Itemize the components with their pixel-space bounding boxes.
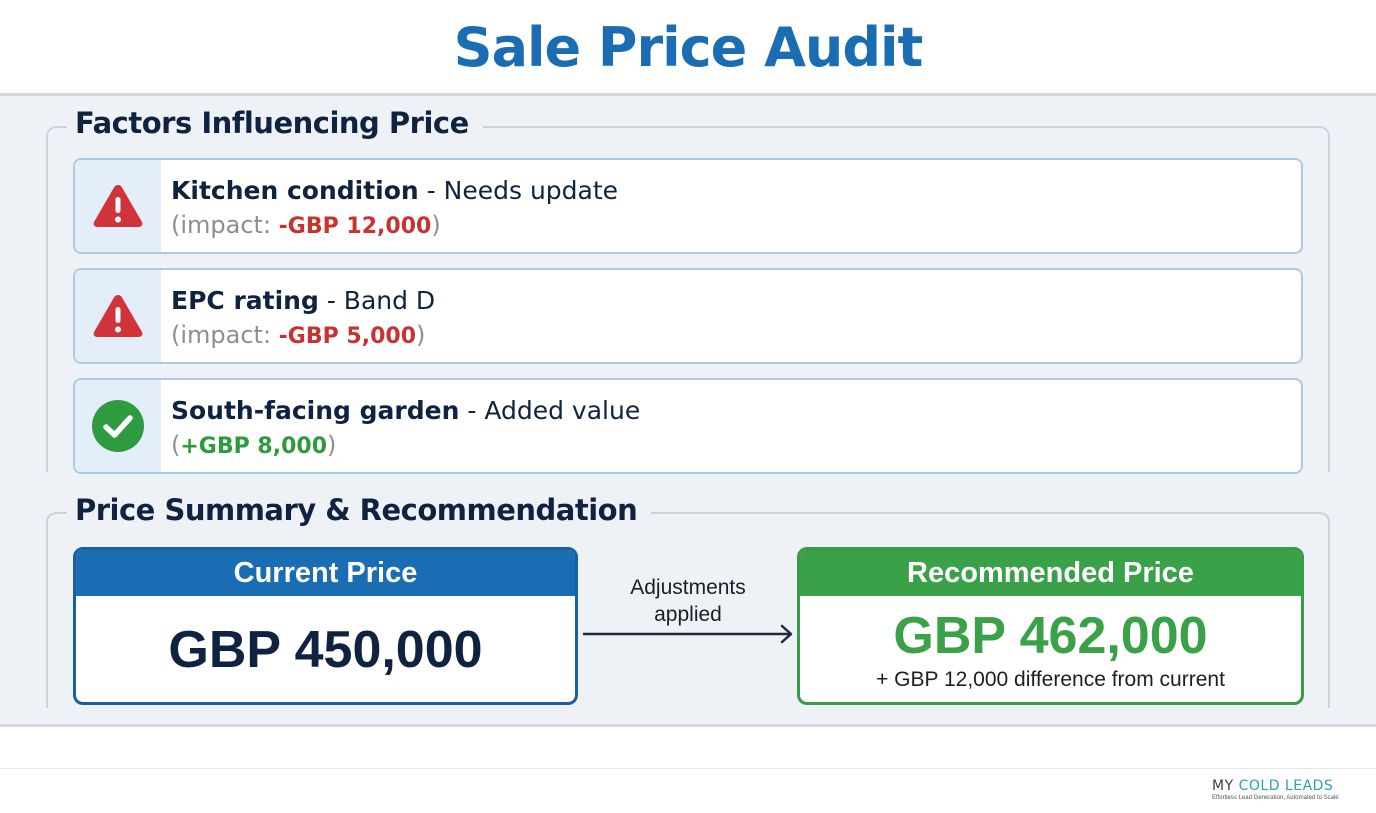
factor-title: Kitchen condition - Needs update [171,174,618,208]
factor-title: South-facing garden - Added value [171,394,640,428]
separator: - [459,396,485,425]
check-circle-icon [92,400,144,452]
adjustments-label-line1: Adjustments [630,576,746,599]
impact-suffix: ) [327,431,337,459]
factor-name: South-facing garden [171,396,460,425]
factors-group [46,126,1330,472]
factor-impact: (impact: -GBP 5,000) [171,318,435,354]
factor-title: EPC rating - Band D [171,284,435,318]
impact-prefix: (impact: [171,321,279,349]
factor-row-kitchen: Kitchen condition - Needs update (impact… [73,158,1303,254]
factor-name: EPC rating [171,286,319,315]
recommended-price-value: GBP 462,000 [893,607,1208,665]
brand-logo: MY COLD LEADS Effortless Lead Generation… [1212,778,1344,802]
recommended-price-label: Recommended Price [800,550,1301,596]
adjustments-label: Adjustments applied [608,574,768,628]
recommended-price-card: Recommended Price GBP 462,000 + GBP 12,0… [797,547,1304,705]
impact-amount: -GBP 12,000 [278,214,432,239]
footer-divider [0,768,1376,769]
adjustments-label-line2: applied [654,603,722,626]
current-price-value: GBP 450,000 [168,621,483,679]
factor-detail: Added value [484,396,641,425]
logo-cold-leads: COLD LEADS [1238,778,1334,794]
impact-prefix: (impact: [171,211,279,239]
logo-wordmark: MY COLD LEADS [1212,778,1344,794]
impact-amount: +GBP 8,000 [180,434,328,459]
impact-amount: -GBP 5,000 [278,324,416,349]
warning-icon [93,185,143,227]
factor-impact: (impact: -GBP 12,000) [171,208,618,244]
logo-my: MY [1212,778,1239,794]
logo-tagline: Effortless Lead Generation, Automated to… [1212,795,1339,801]
arrow-right-icon [583,624,793,644]
factor-name: Kitchen condition [171,176,419,205]
separator: - [318,286,344,315]
current-price-label: Current Price [76,550,575,596]
header: Sale Price Audit [0,0,1376,93]
factor-icon-cell [75,380,161,472]
impact-suffix: ) [416,321,426,349]
factor-row-garden: South-facing garden - Added value (+GBP … [73,378,1303,474]
factor-icon-cell [75,270,161,362]
impact-prefix: ( [171,431,181,459]
factor-detail: Needs update [443,176,619,205]
price-difference: + GBP 12,000 difference from current [876,668,1225,691]
page-title: Sale Price Audit [453,16,924,79]
impact-suffix: ) [431,211,441,239]
separator: - [418,176,444,205]
warning-icon [93,295,143,337]
factor-detail: Band D [343,286,436,315]
summary-section-title: Price Summary & Recommendation [67,493,652,527]
summary-group [46,512,1330,708]
factor-icon-cell [75,160,161,252]
factor-row-epc: EPC rating - Band D (impact: -GBP 5,000) [73,268,1303,364]
current-price-card: Current Price GBP 450,000 [73,547,578,705]
factors-section-title: Factors Influencing Price [67,106,483,140]
factor-impact: (+GBP 8,000) [171,428,640,464]
